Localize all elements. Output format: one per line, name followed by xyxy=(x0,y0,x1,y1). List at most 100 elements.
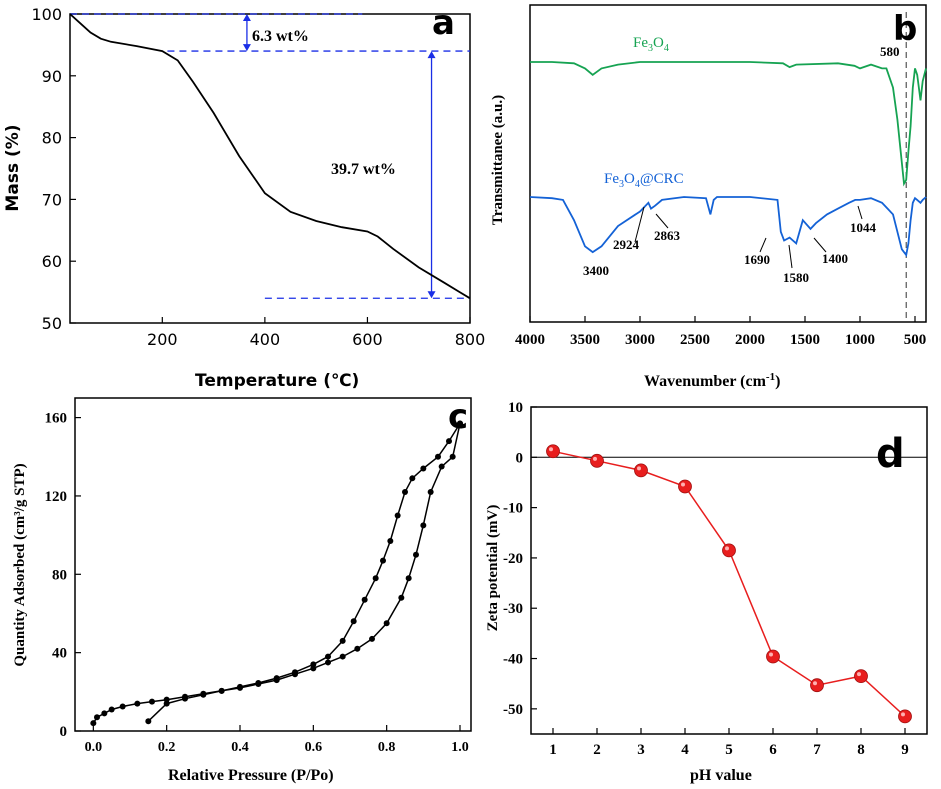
panel-c-desorption-point xyxy=(255,680,262,687)
panel-a-ytick-label: 60 xyxy=(42,252,62,271)
panel-c-desorption-point xyxy=(325,653,331,660)
panel-b-ylabel: Transmittanee (a.u.) xyxy=(490,95,506,225)
panel-b-peak-label-1690: 1690 xyxy=(744,252,770,267)
panel-c-desorption-point xyxy=(339,637,346,644)
panel-c-adsorption-point xyxy=(90,720,97,727)
panel-b-peak-arrow-1400 xyxy=(813,237,827,253)
panel-a-annotation-6-3: 6.3 wt% xyxy=(252,28,309,45)
panel-c-desorption-point xyxy=(237,683,243,690)
panel-d-point xyxy=(678,479,692,494)
panel-b-xtick-label: 2000 xyxy=(735,332,765,348)
panel-b-fe3o4-crc-spectrum xyxy=(529,196,927,258)
panel-d-ytick-label: -40 xyxy=(503,652,523,668)
panel-b-peak-label-2924: 2924 xyxy=(613,237,640,252)
panel-c-adsorption-point xyxy=(354,645,361,652)
panel-d-ylabel: Zeta potential (mV) xyxy=(485,505,501,632)
panel-b-label: b xyxy=(893,9,917,49)
panel-a: 50 60 70 80 90 100 200 400 600 800 Temperature (… xyxy=(3,3,485,391)
panel-c-adsorption-point xyxy=(149,698,155,705)
panel-c-adsorption-point xyxy=(427,489,434,496)
panel-b-xtick-label: 1000 xyxy=(845,332,875,348)
panel-a-arrowhead-up-2 xyxy=(427,51,436,59)
panel-c-desorption-point xyxy=(446,438,452,445)
panel-a-xtick-label: 600 xyxy=(352,330,383,349)
panel-d-ytick-label: -30 xyxy=(503,601,523,617)
panel-c-desorption-point xyxy=(435,453,441,460)
panel-c-adsorption-point xyxy=(369,635,375,642)
panel-d-xtick-label: 7 xyxy=(813,742,821,758)
panel-b-peak-label-580: 580 xyxy=(880,44,900,59)
panel-d-point xyxy=(854,669,868,684)
panel-c-desorption-point xyxy=(273,675,280,682)
panel-b-xtick-label: 500 xyxy=(904,332,927,348)
panel-d-point-highlight xyxy=(593,456,597,461)
panel-c-frame xyxy=(74,397,472,732)
panel-b-xtick-label: 1500 xyxy=(790,332,820,348)
panel-c-xtick-label: 1.0 xyxy=(451,740,469,755)
panel-c-adsorption-point xyxy=(325,659,331,666)
panel-b-peak-annotations: 580 3400 2924 2863 1690 1580 1400 1044 xyxy=(583,44,900,285)
panel-c-adsorption-point xyxy=(413,551,419,558)
panel-d-point-highlight xyxy=(549,447,553,452)
panel-d-xtick-label: 6 xyxy=(769,742,777,758)
panel-a-mass-curve xyxy=(69,13,471,300)
panel-a-ylabel: Mass (%) xyxy=(3,124,23,211)
panel-c-ytick-label: 0 xyxy=(60,724,68,740)
panel-d-zeta-line xyxy=(552,450,906,717)
panel-b-xtick-label: 3500 xyxy=(570,332,600,348)
panel-d-points xyxy=(546,444,912,724)
panel-d-xtick-label: 9 xyxy=(901,742,909,758)
panel-c-adsorption-point xyxy=(405,575,412,582)
panel-c-adsorption-point xyxy=(108,706,115,713)
panel-a-xtick-label: 400 xyxy=(250,330,281,349)
panel-c-desorption-point xyxy=(218,687,225,694)
panel-c-ytick-label: 160 xyxy=(45,411,68,427)
panel-a-annotations xyxy=(70,13,470,299)
panel-d-xtick-label: 8 xyxy=(857,742,865,758)
panel-d-point xyxy=(810,678,824,693)
panel-d: 10 0 -10 -20 -30 -40 -50 1 2 3 4 5 6 7 8 9 pH value Ze… xyxy=(485,400,928,784)
panel-a-xtick-label: 200 xyxy=(147,330,178,349)
panel-d-point-highlight xyxy=(681,482,685,487)
panel-d-point-highlight xyxy=(857,672,861,677)
panel-c-adsorption-point xyxy=(438,463,445,470)
panel-c-desorption-point xyxy=(200,691,207,698)
panel-d-xtick-label: 4 xyxy=(681,742,689,758)
panel-c-adsorption-point xyxy=(420,522,427,529)
panel-c-label: c xyxy=(448,397,468,437)
panel-d-point xyxy=(722,543,736,558)
panel-d-ytick-label: 0 xyxy=(516,450,524,466)
panel-c-points xyxy=(90,420,463,727)
panel-b-fe3o4-crc-label: Fe3O4@CRC xyxy=(604,171,684,190)
panel-c-xtick-label: 0.8 xyxy=(378,740,396,755)
panel-a-frame xyxy=(69,13,471,324)
panel-b-xtick-label: 2500 xyxy=(680,332,710,348)
panel-c-desorption-point xyxy=(457,420,463,427)
panel-b-peak-label-1580: 1580 xyxy=(783,270,809,285)
panel-c-xtick-label: 0.0 xyxy=(85,740,103,755)
panel-c-adsorption-point xyxy=(398,594,405,601)
panel-d-xlabel: pH value xyxy=(690,767,752,784)
panel-c-desorption-point xyxy=(310,661,317,668)
panel-c-desorption-point xyxy=(380,557,386,564)
panel-b-peak-label-3400: 3400 xyxy=(583,263,609,278)
panel-d-y-ticks: 10 0 -10 -20 -30 -40 -50 xyxy=(503,400,537,718)
panel-c-ytick-label: 80 xyxy=(52,567,67,583)
panel-c-desorption-point xyxy=(163,700,170,707)
panel-c-ytick-label: 120 xyxy=(45,489,68,505)
panel-d-point-highlight xyxy=(637,466,641,471)
panel-c-desorption-point xyxy=(409,475,416,482)
panel-c-desorption-point xyxy=(292,669,298,676)
panel-c-desorption-point xyxy=(420,465,427,472)
panel-a-arrowhead-up xyxy=(242,14,251,21)
panel-d-point xyxy=(898,709,912,724)
panel-b-peak-arrow-1690 xyxy=(759,237,767,253)
panel-b-peak-label-1400: 1400 xyxy=(822,251,848,266)
panel-c-y-ticks: 0 40 80 120 160 xyxy=(45,411,81,740)
panel-a-annotation-39-7: 39.7 wt% xyxy=(331,161,396,178)
panel-d-ytick-label: -50 xyxy=(503,702,523,718)
panel-b-peak-arrow-1580 xyxy=(788,244,793,269)
panel-d-point xyxy=(546,444,560,459)
panel-d-point xyxy=(634,463,648,478)
